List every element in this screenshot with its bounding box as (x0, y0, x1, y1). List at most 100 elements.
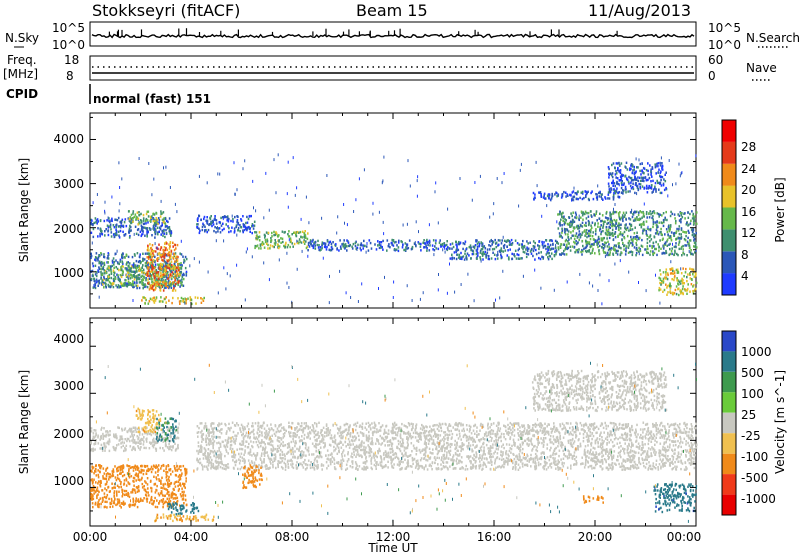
power-cell-12 (649, 177, 651, 179)
power-cell-2 (127, 261, 129, 263)
power-cell-8 (335, 243, 337, 245)
power-cell-10 (650, 213, 652, 215)
power-cell-7 (273, 231, 275, 233)
power-cell-1 (128, 210, 130, 212)
velocity-cell-0 (122, 445, 124, 447)
power-cell-10 (666, 219, 668, 221)
power-cell-3 (144, 272, 146, 274)
power-noise-cell (148, 263, 149, 266)
power-noise-cell (609, 190, 610, 193)
power-cell-10 (634, 211, 636, 213)
velocity-cell-3 (121, 502, 123, 504)
power-cell-10 (579, 230, 581, 232)
power-cell-10 (616, 211, 618, 213)
velocity-cell-2 (172, 423, 174, 425)
power-noise-cell (265, 172, 266, 175)
power-cell-2 (128, 256, 130, 258)
power-cell-10 (667, 239, 669, 241)
power-cell-10 (688, 242, 690, 244)
velocity-cell-3 (151, 503, 153, 505)
power-cell-3 (128, 275, 130, 277)
power-cell-2 (147, 286, 149, 288)
velocity-cell-3 (106, 483, 108, 485)
power-cell-8 (318, 246, 320, 248)
power-cell-9 (548, 258, 550, 260)
velocity-cell-0 (124, 429, 126, 431)
power-cell-4 (150, 285, 152, 287)
velocity-cell-3 (168, 494, 170, 496)
power-cell-3 (151, 278, 153, 280)
power-cell-0 (95, 217, 97, 219)
power-cell-3 (124, 282, 126, 284)
velocity-cell-4 (191, 504, 193, 506)
velocity-cell-3 (156, 499, 158, 501)
power-cell-9 (482, 246, 484, 248)
power-panel-frame (90, 113, 696, 308)
power-noise-cell (263, 261, 264, 264)
velocity-cell-3 (170, 473, 172, 475)
power-cell-13 (686, 280, 688, 282)
power-cell-10 (682, 248, 684, 250)
power-cell-12 (638, 189, 640, 191)
power-cell-0 (129, 231, 131, 233)
velocity-cell-3 (185, 480, 187, 482)
power-cell-0 (151, 234, 153, 236)
power-cell-10 (657, 232, 659, 234)
power-cell-3 (181, 267, 183, 269)
velocity-cell-0 (95, 442, 97, 444)
power-cell-1 (163, 221, 165, 223)
power-cell-2 (108, 252, 110, 254)
power-cell-10 (659, 214, 661, 216)
power-cell-10 (607, 252, 609, 254)
power-cell-4 (167, 266, 169, 268)
power-cell-12 (625, 191, 627, 193)
power-cell-10 (574, 246, 576, 248)
power-cell-10 (667, 231, 669, 233)
power-noise-cell (669, 159, 670, 162)
power-cell-10 (605, 216, 607, 218)
power-cell-7 (275, 231, 277, 233)
velocity-cell-0 (116, 444, 118, 446)
power-cell-13 (672, 270, 674, 272)
power-cell-4 (151, 264, 153, 266)
power-cell-10 (595, 233, 597, 235)
velocity-cell-3 (117, 467, 119, 469)
power-cell-10 (586, 236, 588, 238)
velocity-cell-3 (116, 494, 118, 496)
power-cell-11 (533, 192, 535, 194)
power-cell-6 (204, 230, 206, 232)
power-cell-10 (670, 211, 672, 213)
power-cell-9 (532, 255, 534, 257)
velocity-cell-4 (171, 511, 173, 513)
power-cell-10 (679, 248, 681, 250)
power-cell-8 (427, 241, 429, 243)
power-cell-4 (158, 244, 160, 246)
power-cell-12 (664, 174, 666, 176)
velocity-cell-0 (121, 435, 123, 437)
power-cell-10 (641, 239, 643, 241)
power-cell-9 (487, 252, 489, 254)
power-cell-8 (314, 244, 316, 246)
power-cell-11 (608, 194, 610, 196)
power-cell-9 (488, 255, 490, 257)
power-cell-11 (548, 197, 550, 199)
power-cell-10 (696, 211, 698, 213)
power-noise-cell (168, 280, 169, 283)
power-noise-cell (157, 247, 158, 250)
power-cell-11 (587, 191, 589, 193)
power-cell-4 (150, 247, 152, 249)
power-cell-9 (488, 258, 490, 260)
power-cell-4 (170, 255, 172, 257)
power-cell-8 (434, 245, 436, 247)
power-cell-12 (657, 165, 659, 167)
power-cell-10 (625, 218, 627, 220)
velocity-cell-3 (146, 472, 148, 474)
power-noise-cell (119, 202, 120, 205)
power-noise-cell (504, 172, 505, 175)
power-cell-10 (574, 238, 576, 240)
power-cell-8 (396, 249, 398, 251)
power-cell-10 (669, 243, 671, 245)
power-cell-10 (590, 231, 592, 233)
power-cell-10 (618, 226, 620, 228)
power-cell-12 (634, 192, 636, 194)
